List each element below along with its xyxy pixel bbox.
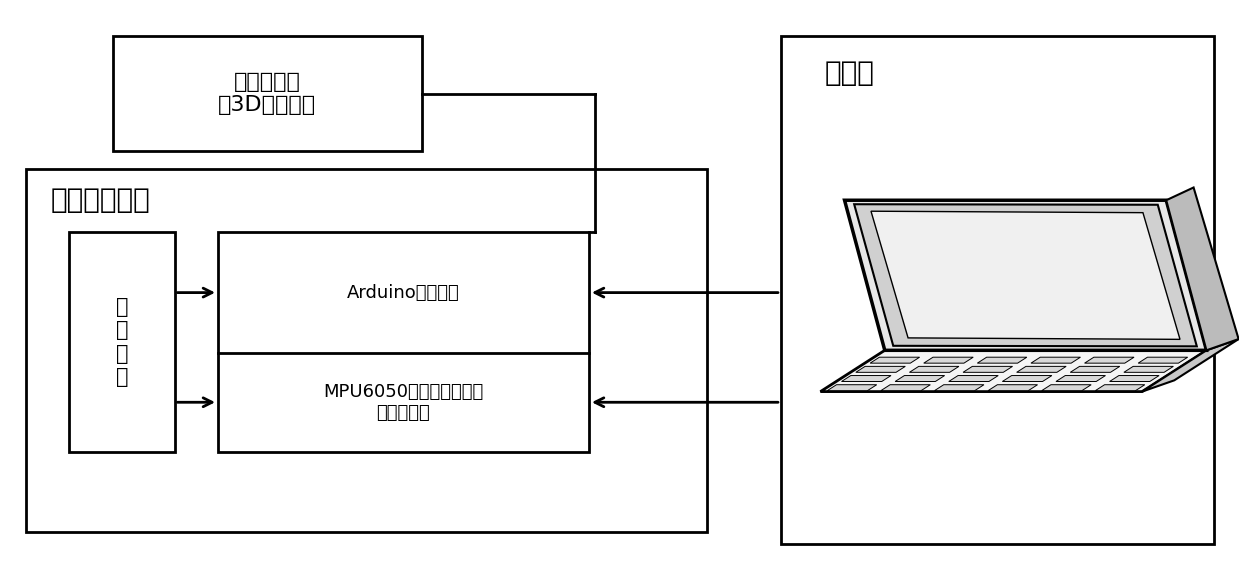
Polygon shape (827, 385, 877, 391)
Polygon shape (854, 204, 1197, 346)
Polygon shape (977, 357, 1027, 363)
Polygon shape (1138, 357, 1188, 363)
Polygon shape (856, 367, 905, 372)
Polygon shape (870, 357, 920, 363)
Polygon shape (935, 385, 985, 391)
Polygon shape (870, 211, 1180, 339)
Polygon shape (1017, 367, 1066, 372)
Polygon shape (1070, 367, 1120, 372)
Text: Arduino微控制器: Arduino微控制器 (347, 284, 460, 302)
Polygon shape (909, 367, 959, 372)
Polygon shape (842, 375, 892, 382)
Polygon shape (1042, 385, 1091, 391)
Text: 上位机: 上位机 (825, 59, 874, 87)
Bar (26, 169, 707, 532)
Polygon shape (1085, 357, 1135, 363)
Polygon shape (1095, 385, 1145, 391)
Polygon shape (821, 350, 1207, 392)
Polygon shape (924, 357, 973, 363)
Polygon shape (844, 200, 1207, 350)
Bar (69, 232, 175, 452)
Text: MPU6050模块（加速度传
感器模块）: MPU6050模块（加速度传 感器模块） (324, 383, 484, 422)
Polygon shape (1142, 339, 1239, 392)
Polygon shape (1123, 367, 1173, 372)
Polygon shape (1056, 375, 1106, 382)
Bar (781, 36, 1214, 544)
Polygon shape (988, 385, 1038, 391)
Polygon shape (949, 375, 998, 382)
Text: 供
电
模
块: 供 电 模 块 (115, 297, 128, 387)
Polygon shape (1167, 187, 1239, 350)
Polygon shape (895, 375, 945, 382)
Bar (218, 232, 589, 452)
Polygon shape (963, 367, 1013, 372)
Text: 振动感受体
（3D打印笔）: 振动感受体 （3D打印笔） (218, 72, 316, 115)
Polygon shape (1030, 357, 1080, 363)
Polygon shape (880, 385, 930, 391)
Bar (113, 36, 422, 151)
Polygon shape (1110, 375, 1159, 382)
Polygon shape (1002, 375, 1052, 382)
Text: 数据采集模块: 数据采集模块 (51, 186, 150, 214)
